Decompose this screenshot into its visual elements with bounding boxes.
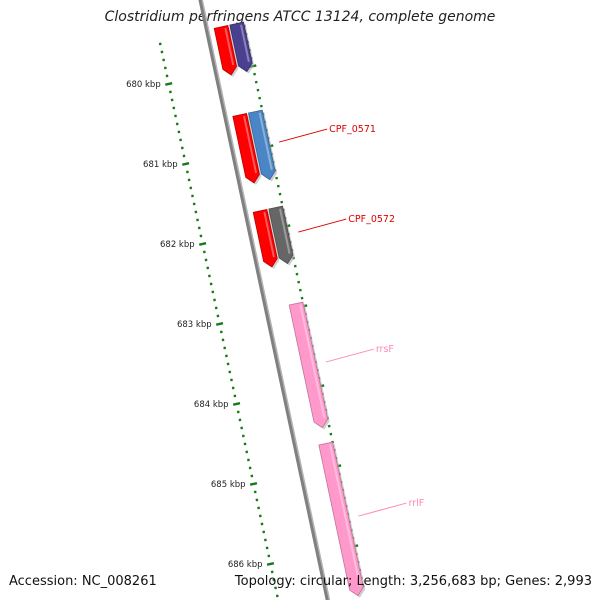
inner-ruler-major-tick (182, 162, 190, 166)
feature-rrna-rrlf-leader-line (358, 502, 407, 517)
feature-cds-gray-cpf0572-leader-line (298, 218, 347, 233)
inner-ruler-major-tick (232, 402, 241, 406)
inner-ruler-major-tick (165, 82, 173, 86)
tick-label-685-kbp: 685 kbp (211, 480, 246, 490)
tick-label-682-kbp: 682 kbp (160, 240, 195, 250)
inner-ruler-major-tick (215, 322, 224, 326)
tick-label-683-kbp: 683 kbp (177, 320, 212, 330)
feature-cds-purple-1-highlight (240, 24, 250, 62)
feature-rrna-rrlf-highlight (329, 444, 361, 586)
feature-cds-blue-cpf0571 (248, 109, 276, 181)
inner-ruler-major-tick (266, 562, 275, 566)
feature-cds-gray-cpf0572-highlight (279, 208, 291, 254)
inner-ruler-major-tick (249, 482, 258, 486)
feature-rrna-rrlf (318, 441, 364, 597)
feature-cds-blue-cpf0571-label: CPF_0571 (329, 124, 376, 135)
tick-label-680-kbp: 680 kbp (126, 80, 161, 90)
feature-cds-red-3-highlight (263, 211, 275, 258)
feature-cds-red-2 (232, 112, 260, 184)
tick-label-686-kbp: 686 kbp (228, 560, 263, 570)
inner-ruler-major-tick (198, 242, 207, 246)
feature-cds-red-1-highlight (224, 27, 235, 66)
feature-rrna-rrsf (288, 301, 329, 429)
feature-cds-red-3 (252, 208, 278, 268)
tick-label-684-kbp: 684 kbp (194, 400, 229, 410)
feature-cds-red-1 (213, 24, 237, 76)
feature-rrna-rrsf-leader-line (325, 348, 374, 363)
feature-cds-red-2-highlight (243, 115, 258, 174)
feature-cds-gray-cpf0572 (268, 205, 294, 265)
feature-cds-gray-cpf0572-label: CPF_0572 (348, 214, 395, 225)
genome-summary-text: Topology: circular; Length: 3,256,683 bp… (234, 574, 592, 589)
feature-rrna-rrsf-highlight (299, 304, 326, 418)
accession-text: Accession: NC_008261 (9, 574, 157, 589)
feature-cds-blue-cpf0571-highlight (258, 112, 273, 170)
feature-rrna-rrsf-label: rrsF (376, 344, 394, 355)
feature-cds-blue-cpf0571-leader-line (279, 128, 328, 143)
feature-cds-purple-1 (229, 21, 253, 73)
feature-rrna-rrlf-label: rrlF (408, 498, 424, 509)
backbone-line (198, 0, 329, 600)
tick-label-681-kbp: 681 kbp (143, 160, 178, 170)
